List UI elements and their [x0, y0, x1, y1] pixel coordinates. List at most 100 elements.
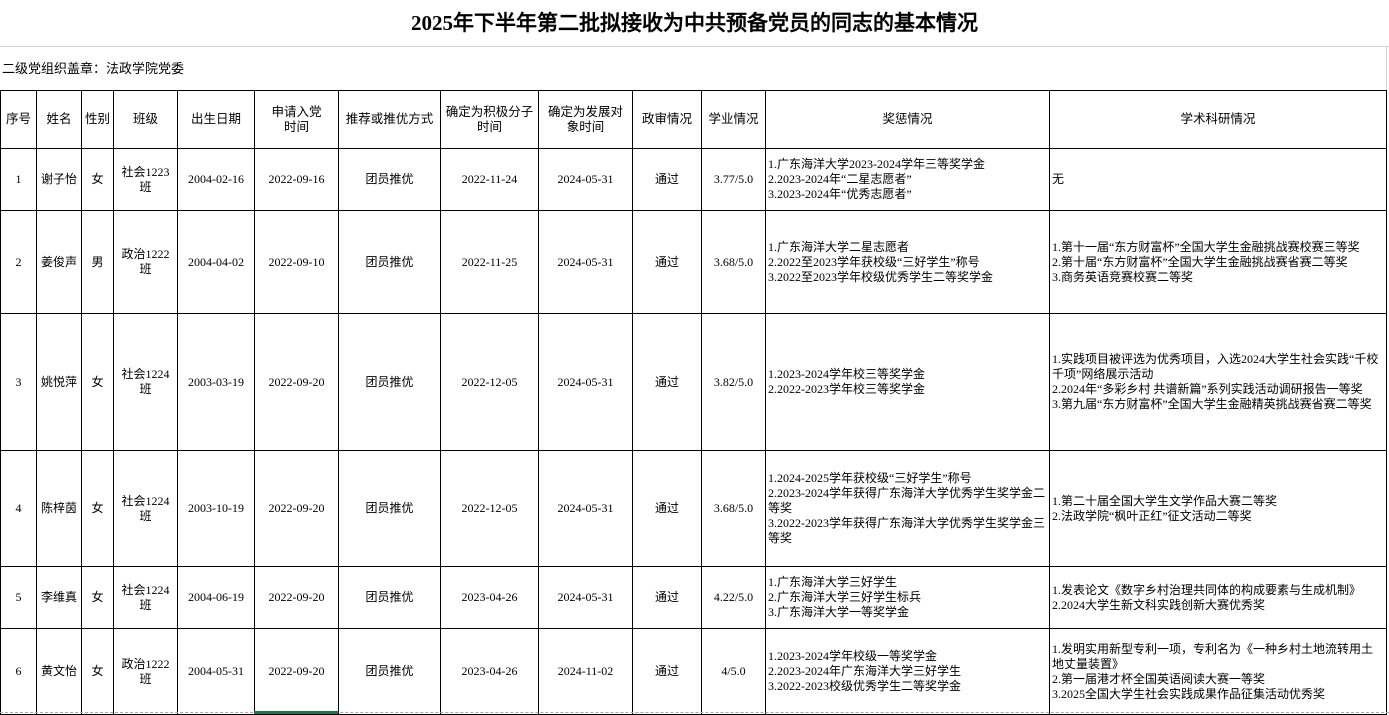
cell-awards[interactable]: 1.2023-2024学年校级一等奖学金 2.2023-2024年广东海洋大学三好… — [765, 628, 1050, 715]
header-text: 奖惩情况 — [882, 112, 933, 126]
cell-activist[interactable]: 2022-11-24 — [440, 148, 539, 211]
cell-apply[interactable]: 2022-09-20 — [254, 450, 339, 567]
cell-review[interactable]: 通过 — [632, 313, 702, 451]
cell-name[interactable]: 陈梓茵 — [36, 450, 82, 567]
cell-no[interactable]: 4 — [0, 450, 37, 567]
cell-class[interactable]: 政治1222班 — [113, 210, 178, 314]
cell-grade[interactable]: 3.68/5.0 — [701, 450, 766, 567]
cell-activist[interactable]: 2023-04-26 — [440, 566, 539, 629]
cell-review[interactable]: 通过 — [632, 148, 702, 211]
header-text: 确定为积极分子 — [445, 104, 534, 119]
cell-apply[interactable]: 2022-09-20 — [254, 628, 339, 715]
cell-gender[interactable]: 女 — [81, 148, 114, 211]
cell-name[interactable]: 姚悦萍 — [36, 313, 82, 451]
cell-grade[interactable]: 4/5.0 — [701, 628, 766, 715]
cell-awards[interactable]: 1.2024-2025学年获校级“三好学生”称号 2.2023-2024学年获得广… — [765, 450, 1050, 567]
cell-method[interactable]: 团员推优 — [338, 210, 441, 314]
cell-birth[interactable]: 2003-03-19 — [177, 313, 255, 451]
cell-name[interactable]: 姜俊声 — [36, 210, 82, 314]
cell-birth[interactable]: 2004-04-02 — [177, 210, 255, 314]
cell-activist[interactable]: 2022-12-05 — [440, 313, 539, 451]
cell-research[interactable]: 无 — [1049, 148, 1387, 211]
cell-name[interactable]: 谢子怡 — [36, 148, 82, 211]
research-line: 3.商务英语竞赛校赛二等奖 — [1052, 269, 1194, 284]
cell-class[interactable]: 政治1222班 — [113, 628, 178, 715]
cell-awards[interactable]: 1.广东海洋大学二星志愿者 2.2022至2023学年获校级“三好学生”称号 3.2… — [765, 210, 1050, 314]
column-header-review[interactable]: 政审情况 — [632, 90, 702, 149]
column-header-method[interactable]: 推荐或推优方式 — [338, 90, 441, 149]
column-header-research[interactable]: 学术科研情况 — [1049, 90, 1387, 149]
column-header-name[interactable]: 姓名 — [36, 90, 82, 149]
cell-gender[interactable]: 女 — [81, 450, 114, 567]
column-header-class[interactable]: 班级 — [113, 90, 178, 149]
cell-activist[interactable]: 2023-04-26 — [440, 628, 539, 715]
cell-candidate[interactable]: 2024-05-31 — [538, 210, 633, 314]
cell-awards[interactable]: 1.广东海洋大学2023-2024学年三等奖学金 2.2023-2024年“二星志… — [765, 148, 1050, 211]
cell-class[interactable]: 社会1224班 — [113, 566, 178, 629]
cell-method[interactable]: 团员推优 — [338, 148, 441, 211]
research-line: 3.第九届“东方财富杯”全国大学生金融精英挑战赛省赛二等奖 — [1052, 397, 1372, 411]
cell-method[interactable]: 团员推优 — [338, 628, 441, 715]
column-header-activist[interactable]: 确定为积极分子 时间 — [440, 90, 539, 149]
research-line: 3.2025全国大学生社会实践成果作品征集活动优秀奖 — [1052, 686, 1326, 701]
cell-candidate[interactable]: 2024-05-31 — [538, 313, 633, 451]
column-header-birth[interactable]: 出生日期 — [177, 90, 255, 149]
cell-no[interactable]: 5 — [0, 566, 37, 629]
cell-activist[interactable]: 2022-11-25 — [440, 210, 539, 314]
column-header-grade[interactable]: 学业情况 — [701, 90, 766, 149]
cell-review[interactable]: 通过 — [632, 450, 702, 567]
cell-candidate[interactable]: 2024-05-31 — [538, 148, 633, 211]
cell-research[interactable]: 1.实践项目被评选为优秀项目，入选2024大学生社会实践“千校千项”网络展示活动… — [1049, 313, 1387, 451]
header-text: 学业情况 — [708, 112, 759, 126]
cell-grade[interactable]: 3.77/5.0 — [701, 148, 766, 211]
cell-grade[interactable]: 4.22/5.0 — [701, 566, 766, 629]
cell-awards[interactable]: 1.2023-2024学年校三等奖学金 2.2022-2023学年校三等奖学金 — [765, 313, 1050, 451]
cell-gender[interactable]: 女 — [81, 313, 114, 451]
cell-birth[interactable]: 2003-10-19 — [177, 450, 255, 567]
cell-method[interactable]: 团员推优 — [338, 313, 441, 451]
cell-apply[interactable]: 2022-09-10 — [254, 210, 339, 314]
cell-class[interactable]: 社会1224班 — [113, 313, 178, 451]
cell-no[interactable]: 6 — [0, 628, 37, 715]
cell-method[interactable]: 团员推优 — [338, 566, 441, 629]
cell-apply[interactable]: 2022-09-20 — [254, 313, 339, 451]
cell-candidate[interactable]: 2024-05-31 — [538, 450, 633, 567]
cell-birth[interactable]: 2004-06-19 — [177, 566, 255, 629]
cell-apply[interactable]: 2022-09-16 — [254, 148, 339, 211]
cell-gender[interactable]: 女 — [81, 628, 114, 715]
cell-grade[interactable]: 3.68/5.0 — [701, 210, 766, 314]
cell-method[interactable]: 团员推优 — [338, 450, 441, 567]
cell-candidate[interactable]: 2024-05-31 — [538, 566, 633, 629]
cell-class[interactable]: 社会1223班 — [113, 148, 178, 211]
column-header-gender[interactable]: 性别 — [81, 90, 114, 149]
cell-candidate[interactable]: 2024-11-02 — [538, 628, 633, 715]
candidates-table: 序号 姓名 性别 班级 出生日期 申请入党 时间 推荐或推优方式 确定为积极分子 时间 确定为发展对… — [0, 90, 1387, 715]
cell-activist[interactable]: 2022-12-05 — [440, 450, 539, 567]
cell-birth[interactable]: 2004-02-16 — [177, 148, 255, 211]
cell-research[interactable]: 1.发表论文《数字乡村治理共同体的构成要素与生成机制》 2.2024大学生新文科实… — [1049, 566, 1387, 629]
cell-no[interactable]: 2 — [0, 210, 37, 314]
cell-gender[interactable]: 男 — [81, 210, 114, 314]
cell-review[interactable]: 通过 — [632, 210, 702, 314]
cell-gender[interactable]: 女 — [81, 566, 114, 629]
cell-research[interactable]: 1.第十一届“东方财富杯”全国大学生金融挑战赛校赛三等奖 2.第十届“东方财富杯”… — [1049, 210, 1387, 314]
cell-research[interactable]: 1.发明实用新型专利一项，专利名为《一种乡村土地流转用土地丈量装置》 2.第一届港… — [1049, 628, 1387, 715]
header-text: 象时间 — [566, 119, 605, 134]
cell-name[interactable]: 黄文怡 — [36, 628, 82, 715]
column-header-candidate[interactable]: 确定为发展对 象时间 — [538, 90, 633, 149]
cell-apply[interactable]: 2022-09-20 — [254, 566, 339, 629]
cell-review[interactable]: 通过 — [632, 628, 702, 715]
column-header-apply[interactable]: 申请入党 时间 — [254, 90, 339, 149]
column-header-no[interactable]: 序号 — [0, 90, 37, 149]
research-line: 1.第二十届全国大学生文学作品大赛二等奖 — [1052, 493, 1278, 508]
cell-name[interactable]: 李维真 — [36, 566, 82, 629]
cell-review[interactable]: 通过 — [632, 566, 702, 629]
column-header-awards[interactable]: 奖惩情况 — [765, 90, 1050, 149]
cell-awards[interactable]: 1.广东海洋大学三好学生 2.广东海洋大学三好学生标兵 3.广东海洋大学一等奖学金 — [765, 566, 1050, 629]
cell-no[interactable]: 3 — [0, 313, 37, 451]
cell-grade[interactable]: 3.82/5.0 — [701, 313, 766, 451]
cell-class[interactable]: 社会1224班 — [113, 450, 178, 567]
cell-birth[interactable]: 2004-05-31 — [177, 628, 255, 715]
cell-research[interactable]: 1.第二十届全国大学生文学作品大赛二等奖 2.法政学院“枫叶正红”征文活动二等奖 — [1049, 450, 1387, 567]
cell-no[interactable]: 1 — [0, 148, 37, 211]
